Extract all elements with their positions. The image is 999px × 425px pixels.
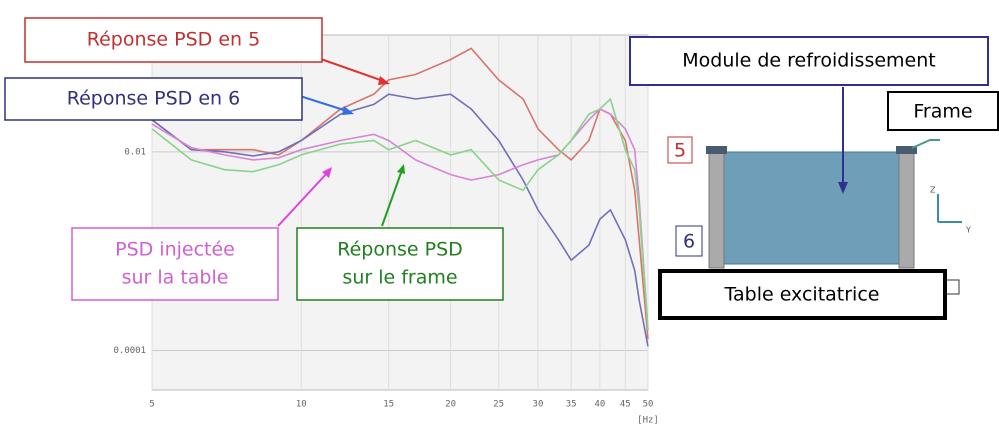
- annotation-text: sur le frame: [342, 267, 457, 289]
- annotation-text: PSD injectée: [115, 239, 235, 261]
- annotation-box: [296, 227, 504, 301]
- series-line: [151, 93, 649, 347]
- annotations: Réponse PSD en 5 Réponse PSD en 6 PSD inje…: [4, 17, 504, 301]
- arrow: [317, 57, 387, 83]
- series-line: [151, 97, 649, 331]
- x-tick-label: 45: [620, 400, 631, 410]
- point-5-box: [667, 136, 693, 164]
- table-box: [658, 269, 947, 320]
- x-tick-label: 25: [493, 400, 504, 410]
- post-cap: [706, 146, 727, 154]
- module-label: Module de refroidissement: [682, 50, 936, 72]
- x-axis-label: [Hz]: [637, 416, 659, 425]
- y-tick-label: 0.01: [124, 147, 146, 157]
- annotation-box: [4, 77, 303, 121]
- annotation-text: Réponse PSD en 6: [67, 88, 240, 110]
- annotation-text: sur la table: [122, 267, 229, 289]
- post: [708, 149, 725, 269]
- arrowhead: [342, 106, 354, 115]
- arrow: [299, 95, 351, 113]
- series-line: [151, 108, 649, 331]
- axis-z-label: Z: [930, 186, 936, 195]
- x-tick-label: 35: [566, 400, 577, 410]
- table-label: Table excitatrice: [724, 284, 880, 306]
- x-tick-label: 50: [643, 400, 654, 410]
- annotation-box: [24, 17, 323, 63]
- x-tick-label: 30: [533, 400, 544, 410]
- y-tick-label: 0.0001: [113, 346, 146, 356]
- arrow: [277, 171, 329, 227]
- post: [898, 149, 915, 269]
- post-cap: [896, 146, 917, 154]
- x-tick-label: 10: [296, 400, 307, 410]
- x-tick-label: 15: [383, 400, 394, 410]
- frame-bracket: [911, 139, 940, 149]
- arrowhead: [397, 164, 405, 174]
- arrowhead: [322, 167, 332, 178]
- annotation-text: Réponse PSD en 5: [87, 29, 260, 51]
- axis-y-label: Y: [965, 226, 971, 235]
- diagram: Module de refroidissement Frame 5 6 Tabl…: [629, 36, 999, 320]
- x-tick-label: 40: [595, 400, 606, 410]
- point-6: 6: [683, 231, 695, 253]
- annotation-box: [71, 227, 279, 301]
- point-6-box: [675, 225, 703, 257]
- table-foot: [944, 279, 960, 295]
- x-tick-label: 5: [149, 400, 154, 410]
- annotation-text: Réponse PSD: [337, 239, 463, 261]
- module-box: [629, 36, 989, 86]
- cooling-module: [723, 151, 900, 265]
- frame-label: Frame: [913, 101, 972, 123]
- x-tick-label: 20: [445, 400, 456, 410]
- arrowhead: [378, 76, 390, 85]
- point-5: 5: [674, 140, 686, 162]
- frame-box: [887, 91, 999, 131]
- arrow: [381, 169, 403, 227]
- arrowhead: [838, 182, 848, 194]
- annotation-arrows: [277, 57, 405, 227]
- series-line: [151, 47, 649, 340]
- plot: 0.01 0.0001 5 10 15 20 25 30 35 40 45 50 [Hz]: [113, 35, 659, 425]
